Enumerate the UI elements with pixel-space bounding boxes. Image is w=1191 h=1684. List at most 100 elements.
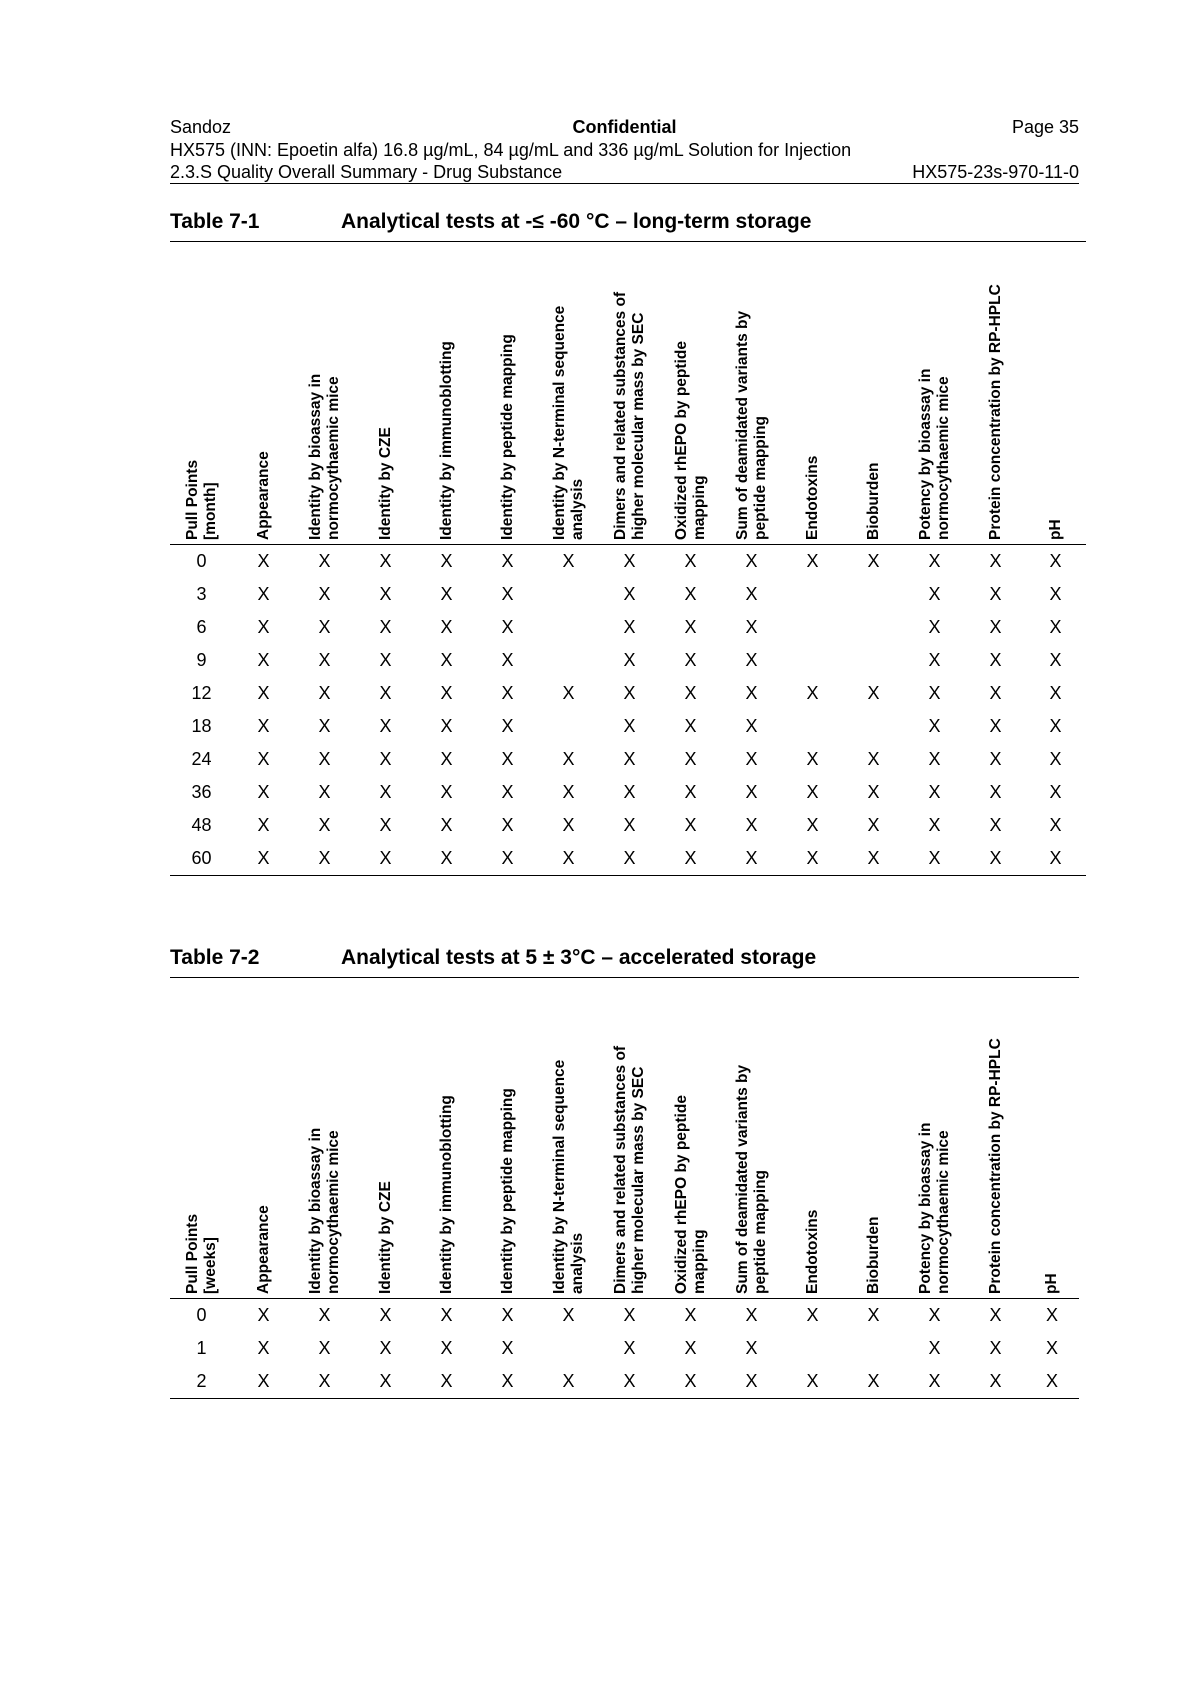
column-header-line: Identity by immunoblotting (437, 1095, 455, 1294)
column-header-line: Identity by peptide mapping (498, 1088, 516, 1294)
test-mark-cell: X (257, 848, 270, 868)
test-mark-cell: X (684, 815, 697, 835)
test-mark-cell: X (684, 749, 697, 769)
test-mark-cell: X (379, 1338, 392, 1358)
column-header-line: pH (1043, 1273, 1060, 1294)
page-header-bottom: 2.3.S Quality Overall Summary - Drug Sub… (170, 161, 1079, 184)
column-header-deamidated-variants: Sum of deamidated variants by peptide map… (721, 242, 782, 544)
column-header-identity-n-terminal: Identity by N-terminal sequence analysis (538, 978, 599, 1298)
column-header-line: Identity by N-terminal sequence (550, 305, 568, 540)
test-mark-cell: X (379, 782, 392, 802)
test-mark-cell: X (806, 749, 819, 769)
column-header-deamidated-variants: Sum of deamidated variants by peptide map… (721, 978, 782, 1298)
test-mark-cell: X (745, 1305, 758, 1325)
test-mark-cell: X (440, 617, 453, 637)
column-header-identity-peptide-mapping: Identity by peptide mapping (477, 978, 538, 1298)
test-mark-cell: X (989, 584, 1002, 604)
test-mark-cell: X (379, 749, 392, 769)
column-header-identity-cze: Identity by CZE (355, 978, 416, 1298)
test-mark-cell: X (806, 1305, 819, 1325)
test-mark-cell: X (989, 1305, 1002, 1325)
column-header-identity-immunoblotting: Identity by immunoblotting (416, 242, 477, 544)
table-row: 48 X X X X X X X X X X X X X X (170, 809, 1086, 842)
column-header-identity-bioassay: Identity by bioassay in normocythaemic mi… (294, 978, 355, 1298)
column-header-line: Bioburden (864, 462, 882, 541)
column-header-line: higher molecular mass by SEC (629, 1066, 647, 1294)
table-row: 6 X X X X X X X X X X X (170, 611, 1086, 644)
test-mark-cell: X (989, 848, 1002, 868)
test-mark-cell: X (867, 749, 880, 769)
test-mark-cell: X (501, 1305, 514, 1325)
test-mark-cell: X (440, 782, 453, 802)
table-row: 9 X X X X X X X X X X X (170, 644, 1086, 677)
column-header-line: higher molecular mass by SEC (629, 312, 647, 540)
column-header-line: Protein concentration by RP-HPLC (986, 1038, 1004, 1294)
test-mark-cell: X (623, 617, 636, 637)
document-id: HX575-23s-970-11-0 (912, 162, 1079, 182)
column-header-line: Appearance (254, 451, 272, 540)
test-mark-cell: X (928, 815, 941, 835)
pull-point-cell: 9 (196, 650, 207, 670)
test-mark-cell: X (379, 1371, 392, 1391)
test-mark-cell: X (440, 1305, 453, 1325)
test-mark-cell: X (318, 848, 331, 868)
test-mark-cell: X (318, 584, 331, 604)
test-mark-cell: X (684, 650, 697, 670)
test-mark-cell: X (928, 551, 941, 571)
column-header-identity-n-terminal: Identity by N-terminal sequence analysis (538, 242, 599, 544)
test-mark-cell: X (745, 782, 758, 802)
test-mark-cell: X (379, 716, 392, 736)
stability-table-accelerated: Table 7-2 Analytical tests at 5 ± 3°C – … (170, 945, 1079, 1399)
column-header-line: Identity by peptide mapping (498, 334, 516, 540)
column-header-potency-bioassay: Potency by bioassay in normocythaemic mic… (904, 242, 965, 544)
company-name: Sandoz (170, 117, 232, 137)
test-mark-cell: X (562, 749, 575, 769)
test-mark-cell: X (684, 1305, 697, 1325)
test-mark-cell: X (501, 815, 514, 835)
test-mark-cell: X (989, 815, 1002, 835)
test-mark-cell: X (684, 716, 697, 736)
test-mark-cell: X (257, 1371, 270, 1391)
test-mark-cell: X (684, 782, 697, 802)
test-mark-cell: X (379, 848, 392, 868)
test-mark-cell: X (928, 782, 941, 802)
test-mark-cell: X (928, 683, 941, 703)
test-mark-cell: X (623, 650, 636, 670)
test-mark-cell: X (257, 1305, 270, 1325)
column-header-line: peptide mapping (751, 416, 769, 540)
section-title: 2.3.S Quality Overall Summary - Drug Sub… (170, 162, 563, 182)
column-header-bioburden: Bioburden (843, 978, 904, 1298)
test-mark-cell: X (745, 650, 758, 670)
pull-point-cell: 60 (191, 848, 212, 868)
test-mark-cell: X (562, 815, 575, 835)
column-header-line: pH (1046, 519, 1064, 540)
column-header-dimers-sec: Dimers and related substances of higher m… (599, 978, 660, 1298)
test-mark-cell: X (989, 683, 1002, 703)
test-mark-cell: X (318, 1338, 331, 1358)
test-mark-cell: X (1049, 683, 1062, 703)
column-header-protein-concentration: Protein concentration by RP-HPLC (965, 978, 1026, 1298)
column-header-dimers-sec: Dimers and related substances of higher m… (599, 242, 660, 544)
column-header-protein-concentration: Protein concentration by RP-HPLC (965, 242, 1026, 544)
test-mark-cell: X (745, 749, 758, 769)
test-mark-cell: X (989, 782, 1002, 802)
test-mark-cell: X (745, 716, 758, 736)
test-mark-cell: X (928, 1338, 941, 1358)
column-header-line: [weeks] (201, 1237, 219, 1294)
test-mark-cell: X (745, 551, 758, 571)
test-mark-cell: X (1045, 1305, 1058, 1325)
column-header-line: Appearance (254, 1205, 272, 1294)
test-mark-cell: X (318, 749, 331, 769)
test-mark-cell: X (501, 1371, 514, 1391)
column-header-line: [month] (201, 482, 219, 540)
test-mark-cell: X (806, 815, 819, 835)
test-mark-cell: X (989, 749, 1002, 769)
test-mark-cell: X (745, 848, 758, 868)
test-mark-cell: X (1045, 1338, 1058, 1358)
column-header-line: Oxidized rhEPO by peptide (672, 341, 690, 540)
test-mark-cell: X (745, 815, 758, 835)
test-mark-cell: X (440, 683, 453, 703)
confidential-label: Confidential (572, 117, 677, 137)
column-header-line: Dimers and related substances of (611, 1045, 629, 1294)
